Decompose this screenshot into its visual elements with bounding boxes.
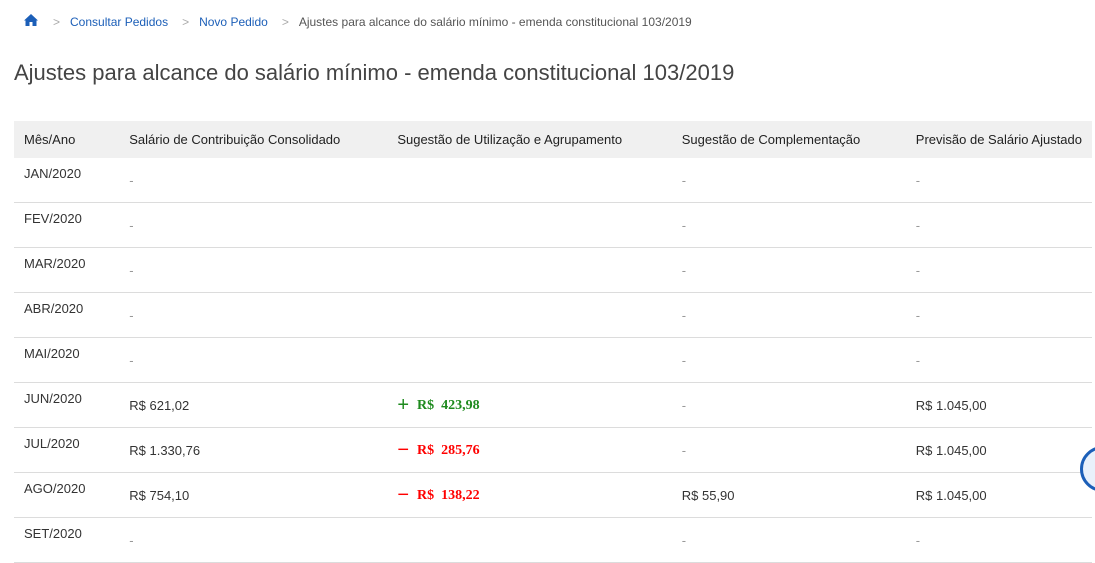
minus-icon: −: [397, 483, 409, 506]
column-header: Mês/Ano: [14, 121, 120, 158]
complement-cell: -: [671, 517, 906, 563]
month-cell: ABR/2020: [14, 292, 120, 338]
table-row: ABR/2020- - -: [14, 292, 1092, 338]
chevron-right-icon: >: [182, 14, 190, 29]
adjustments-table: Mês/Ano Salário de Contribuição Consolida…: [14, 121, 1092, 563]
forecast-cell: R$ 1.045,00: [905, 427, 1092, 473]
forecast-cell: -: [905, 247, 1092, 293]
home-icon[interactable]: [23, 13, 39, 30]
adjust-cell: [387, 202, 672, 248]
month-cell: JUL/2020: [14, 427, 120, 473]
chevron-right-icon: >: [281, 14, 289, 29]
table-row: JAN/2020- - -: [14, 158, 1092, 203]
column-header: Sugestão de Utilização e Agrupamento: [387, 121, 672, 158]
salary-cell: R$ 621,02: [119, 382, 388, 428]
table-row: AGO/2020 R$ 754,10− R$ 138,22 R$ 55,90 R$ 1.…: [14, 472, 1092, 518]
month-cell: JAN/2020: [14, 158, 120, 203]
table-row: JUN/2020 R$ 621,02 + R$ 423,98 - R$ 1.045,00: [14, 382, 1092, 428]
complement-cell: -: [671, 158, 906, 203]
complement-cell: -: [671, 247, 906, 293]
forecast-cell: -: [905, 517, 1092, 563]
table-row: FEV/2020- - -: [14, 202, 1092, 248]
forecast-cell: -: [905, 292, 1092, 338]
complement-cell: -: [671, 382, 906, 428]
month-cell: MAR/2020: [14, 247, 120, 293]
column-header: Previsão de Salário Ajustado: [905, 121, 1092, 158]
adjust-cell: − R$ 285,76: [387, 427, 672, 473]
complement-cell: R$ 55,90: [671, 472, 906, 518]
adjust-value: R$ 138,22: [417, 487, 480, 503]
complement-cell: -: [671, 202, 906, 248]
complement-cell: -: [671, 337, 906, 383]
adjust-cell: [387, 158, 672, 203]
table-row: SET/2020- - -: [14, 517, 1092, 563]
salary-cell: -: [119, 517, 388, 563]
salary-cell: -: [119, 247, 388, 293]
page-title: Ajustes para alcance do salário mínimo -…: [14, 60, 735, 85]
salary-cell: -: [119, 202, 388, 248]
plus-icon: +: [397, 393, 409, 416]
forecast-cell: R$ 1.045,00: [905, 382, 1092, 428]
chevron-right-icon: >: [53, 14, 61, 29]
forecast-cell: -: [905, 158, 1092, 203]
month-cell: AGO/2020: [14, 472, 120, 518]
adjust-cell: [387, 247, 672, 293]
salary-cell: R$ 754,10: [119, 472, 388, 518]
table-row: JUL/2020 R$ 1.330,76− R$ 285,76- R$ 1.045,0…: [14, 427, 1092, 473]
complement-cell: -: [671, 427, 906, 473]
month-cell: MAI/2020: [14, 337, 120, 383]
breadcrumb-current: Ajustes para alcance do salário mínimo -…: [298, 14, 692, 29]
adjust-value: R$ 423,98: [417, 397, 480, 413]
forecast-cell: -: [905, 337, 1092, 383]
column-header: Sugestão de Complementação: [671, 121, 906, 158]
breadcrumb-consultar-pedidos[interactable]: Consultar Pedidos: [70, 14, 169, 29]
breadcrumb: > Consultar Pedidos > Novo Pedido > Ajus…: [23, 13, 692, 30]
adjust-cell: + R$ 423,98: [387, 382, 672, 428]
adjust-value: R$ 285,76: [417, 442, 480, 458]
adjust-cell: − R$ 138,22: [387, 472, 672, 518]
minus-icon: −: [397, 438, 409, 461]
complement-cell: -: [671, 292, 906, 338]
adjust-cell: [387, 517, 672, 563]
salary-cell: -: [119, 292, 388, 338]
column-header: Salário de Contribuição Consolidado: [119, 121, 388, 158]
table-row: MAI/2020- - -: [14, 337, 1092, 383]
forecast-cell: -: [905, 202, 1092, 248]
salary-cell: -: [119, 158, 388, 203]
salary-cell: -: [119, 337, 388, 383]
adjust-cell: [387, 292, 672, 338]
month-cell: FEV/2020: [14, 202, 120, 248]
table-row: MAR/2020- - -: [14, 247, 1092, 293]
salary-cell: R$ 1.330,76: [119, 427, 388, 473]
month-cell: JUN/2020: [14, 382, 120, 428]
adjust-cell: [387, 337, 672, 383]
breadcrumb-novo-pedido[interactable]: Novo Pedido: [199, 14, 268, 29]
month-cell: SET/2020: [14, 517, 120, 563]
forecast-cell: R$ 1.045,00: [905, 472, 1092, 518]
